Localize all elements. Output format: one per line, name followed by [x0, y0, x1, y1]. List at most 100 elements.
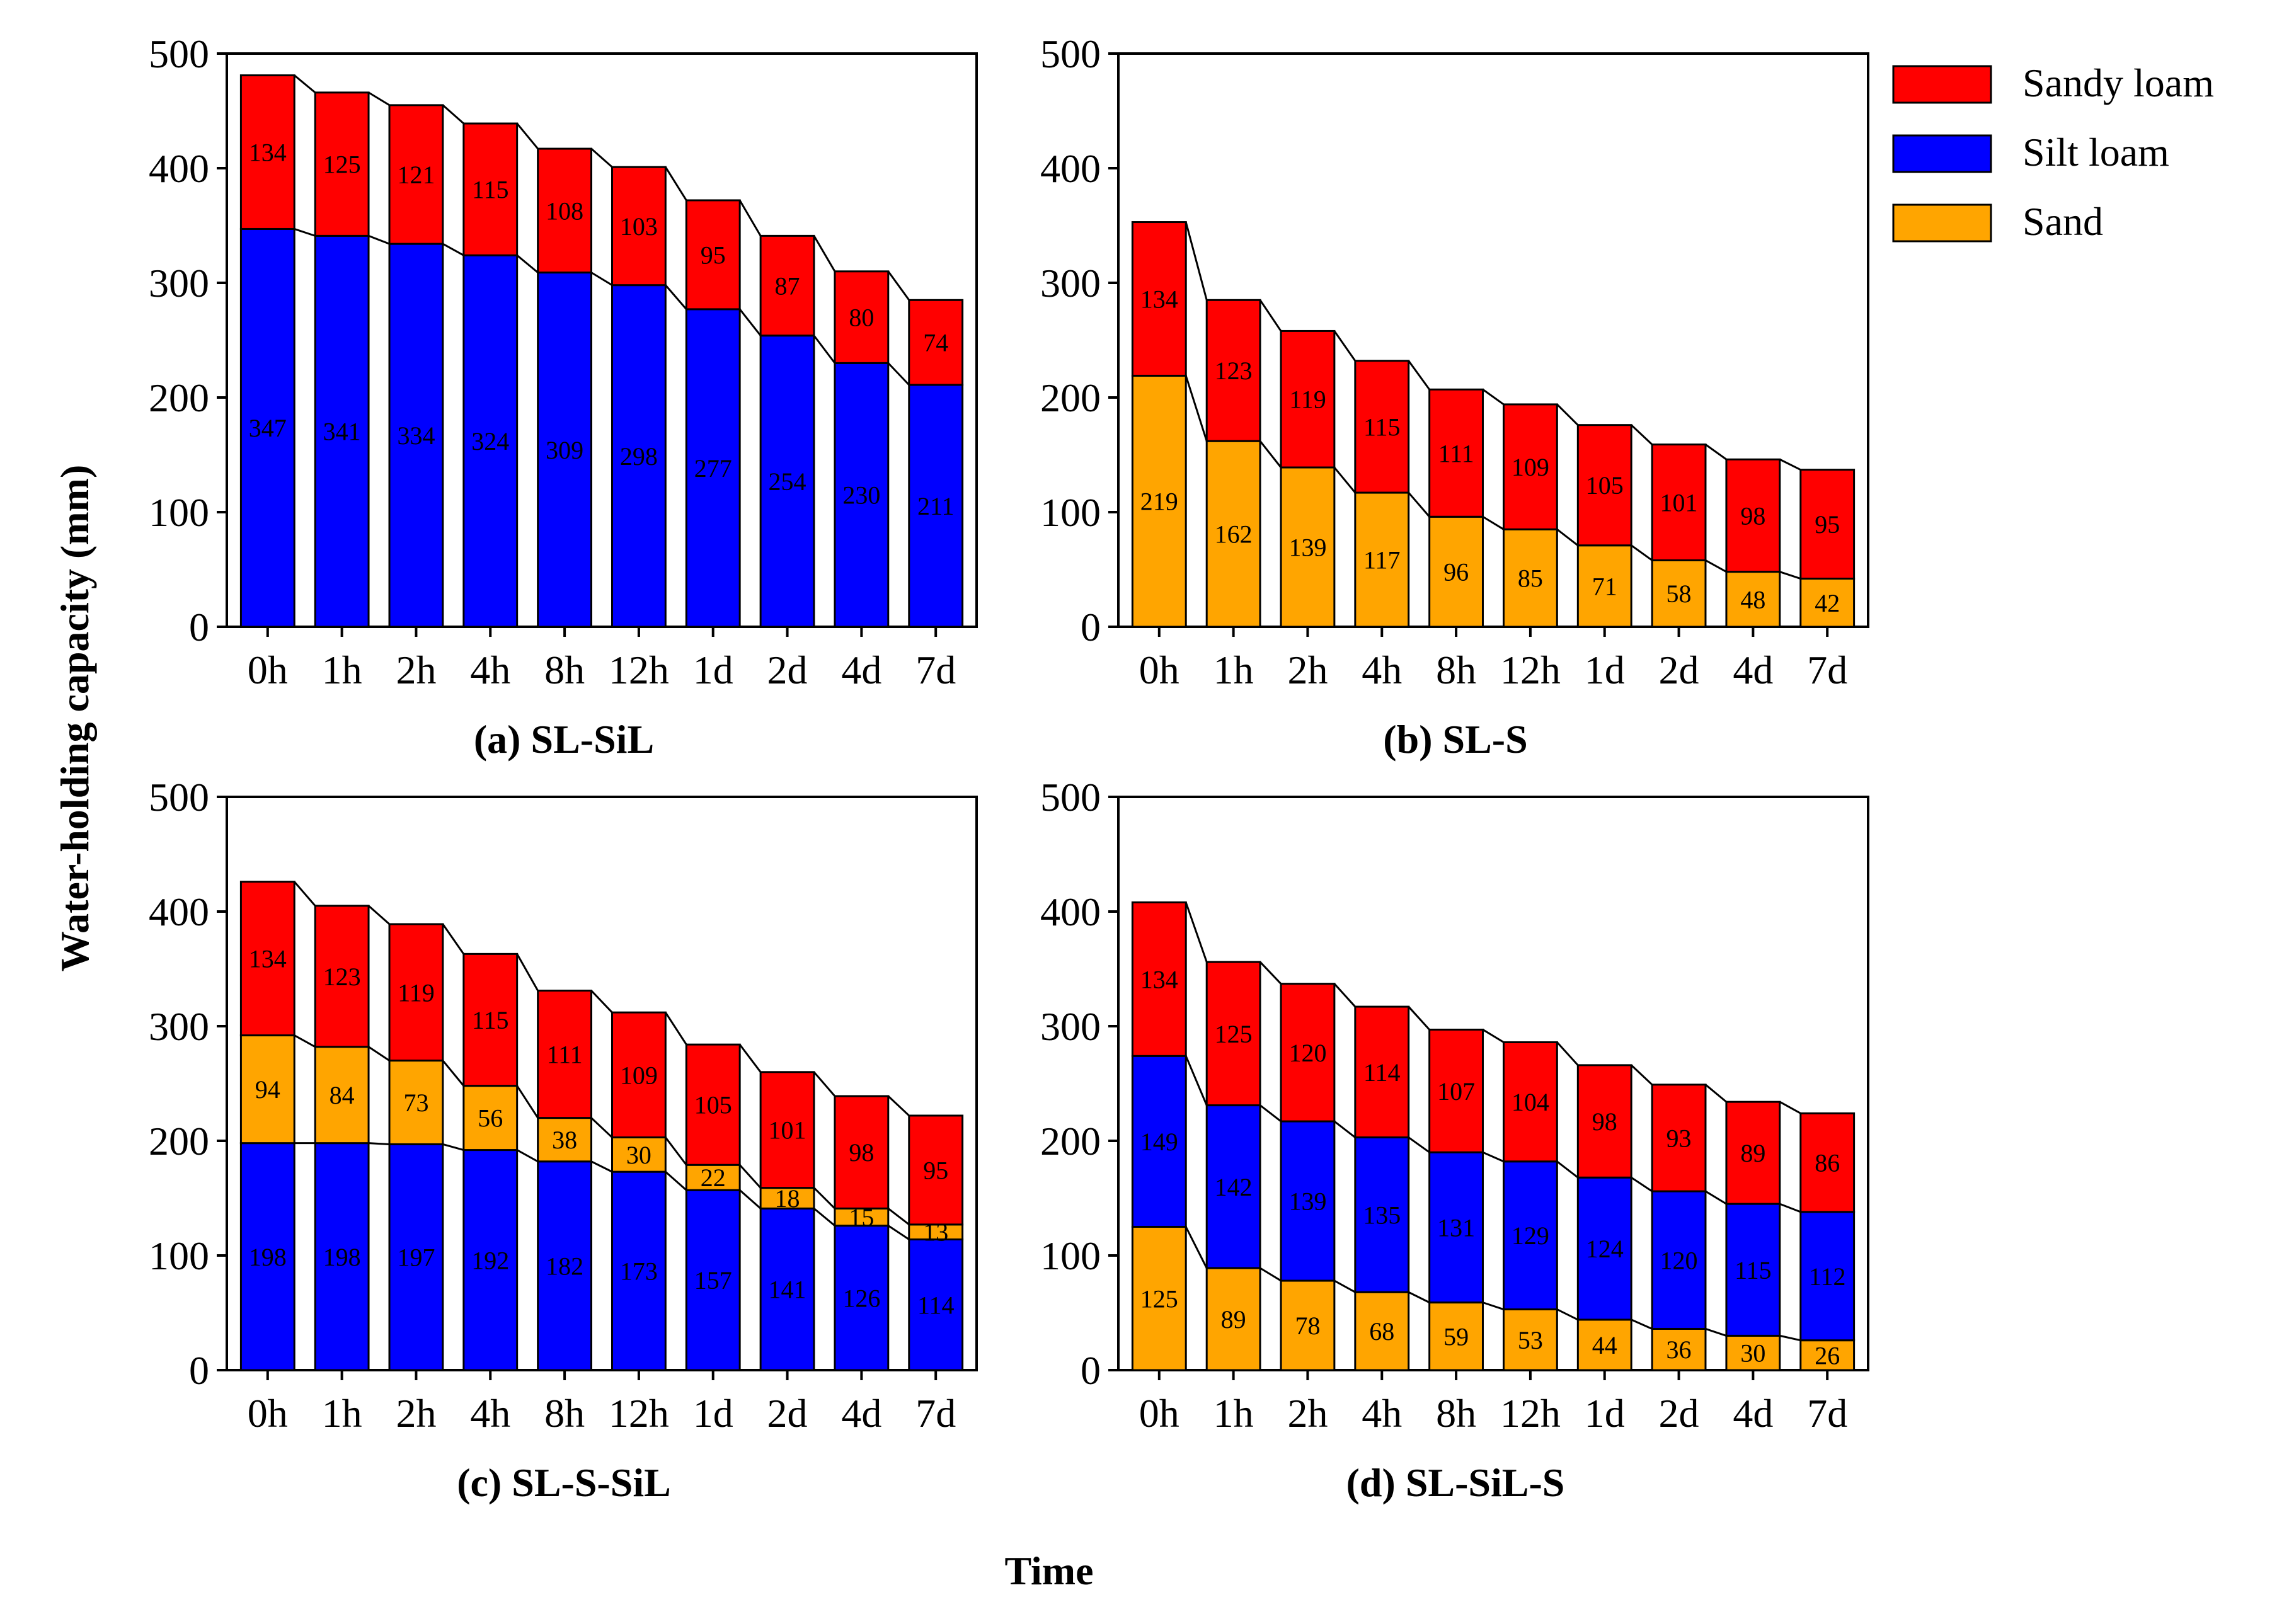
bar-silt-loam — [1205, 1104, 1261, 1269]
bar-value-label: 101 — [1660, 489, 1698, 517]
x-tick-label: 7d — [1807, 1391, 1847, 1436]
bar-sandy-loam — [1502, 1041, 1558, 1163]
y-tick-label: 200 — [1040, 375, 1101, 420]
x-tick-label: 1d — [1585, 648, 1625, 692]
bar-sand — [759, 1187, 815, 1209]
x-tick-label: 12h — [609, 1391, 669, 1436]
connector-sandy-loam — [294, 74, 910, 301]
bar-sandy-loam — [1428, 388, 1484, 518]
bar-value-label: 38 — [552, 1126, 577, 1154]
bar-value-label: 142 — [1215, 1173, 1253, 1201]
bar-value-label: 68 — [1369, 1317, 1394, 1346]
bar-silt-loam — [1576, 1176, 1632, 1321]
bar-silt-loam — [1280, 1120, 1336, 1282]
y-tick-label: 200 — [149, 1119, 209, 1164]
bar-sandy-loam — [1799, 1112, 1856, 1213]
bar-silt-loam — [1428, 1151, 1484, 1304]
bar-silt-loam — [537, 272, 593, 628]
y-tick-label: 0 — [189, 1348, 209, 1393]
bar-sand — [1725, 571, 1781, 628]
bar-value-label: 117 — [1363, 546, 1401, 575]
bar-value-label: 18 — [775, 1184, 800, 1213]
y-tick-label: 0 — [1081, 605, 1101, 649]
x-tick-label: 2h — [396, 1391, 436, 1436]
x-tick-label: 2d — [1659, 648, 1699, 692]
connector-sand — [1185, 375, 1801, 580]
bar-value-label: 123 — [323, 963, 361, 991]
bar-value-label: 192 — [471, 1246, 509, 1274]
bar-silt-loam — [834, 1225, 890, 1371]
bar-value-label: 211 — [917, 492, 955, 520]
bar-value-label: 115 — [1735, 1256, 1772, 1284]
x-axis-title: Time — [1004, 1548, 1093, 1593]
bar-sand — [834, 1207, 890, 1227]
bar-value-label: 298 — [620, 442, 658, 471]
bar-sandy-loam — [1131, 901, 1187, 1057]
legend-swatch — [1892, 65, 1992, 104]
x-tick-label: 7d — [1807, 648, 1847, 692]
bar-value-label: 125 — [1140, 1284, 1178, 1313]
connector-sandy-loam — [1185, 901, 1801, 1114]
bar-value-label: 125 — [323, 151, 361, 179]
bar-value-label: 197 — [397, 1244, 435, 1272]
bar-value-label: 109 — [620, 1061, 658, 1089]
bar-value-label: 309 — [546, 436, 583, 464]
bar-value-label: 134 — [249, 139, 287, 167]
bar-value-label: 86 — [1815, 1149, 1840, 1177]
x-tick-label: 8h — [1436, 1391, 1476, 1436]
x-tick-label: 1d — [693, 1391, 733, 1436]
x-tick-label: 2h — [1287, 1391, 1328, 1436]
y-tick-label: 300 — [149, 1004, 209, 1049]
x-tick-label: 4h — [1362, 1391, 1402, 1436]
y-tick-label: 200 — [149, 375, 209, 420]
bar-value-label: 95 — [701, 241, 726, 269]
bar-value-label: 115 — [472, 1006, 509, 1034]
x-tick-label: 2h — [396, 648, 436, 692]
panel-title: (a) SL-SiL — [474, 717, 654, 762]
bar-value-label: 129 — [1512, 1221, 1549, 1250]
bar-silt-loam — [685, 308, 741, 628]
x-tick-label: 1h — [1213, 648, 1254, 692]
y-tick-label: 0 — [189, 605, 209, 649]
x-tick-label: 4d — [841, 648, 881, 692]
bar-value-label: 74 — [923, 329, 948, 357]
bar-value-label: 126 — [842, 1284, 880, 1312]
bar-sand — [1502, 528, 1558, 628]
bar-value-label: 121 — [397, 161, 435, 189]
bar-sandy-loam — [1205, 299, 1261, 442]
bar-sandy-loam — [1205, 961, 1261, 1107]
connector-silt-loam — [294, 1142, 910, 1240]
x-tick-label: 8h — [544, 1391, 585, 1436]
bar-sandy-loam — [314, 905, 370, 1048]
bar-sandy-loam — [1354, 360, 1410, 494]
bar-value-label: 157 — [694, 1266, 732, 1295]
bar-sandy-loam — [1725, 458, 1781, 573]
panel-b-sl-s: 0 100 200 300 400 500 219 134 0h 162 123 1h 139 119 2h… — [1040, 31, 1869, 762]
y-tick-label: 500 — [1040, 31, 1101, 76]
legend-label: Sand — [2022, 199, 2103, 244]
bar-value-label: 108 — [546, 197, 583, 225]
bar-value-label: 104 — [1512, 1088, 1549, 1116]
y-tick-label: 400 — [1040, 889, 1101, 934]
legend-swatch — [1892, 134, 1992, 173]
y-tick-label: 100 — [1040, 1233, 1101, 1278]
bar-value-label: 134 — [1140, 285, 1178, 313]
bar-value-label: 56 — [478, 1104, 503, 1133]
bar-value-label: 139 — [1288, 1187, 1326, 1216]
bar-sandy-loam — [1576, 424, 1632, 547]
bar-value-label: 123 — [1215, 357, 1253, 385]
bar-value-label: 44 — [1592, 1331, 1617, 1359]
bar-silt-loam — [537, 1160, 593, 1371]
bar-sandy-loam — [239, 74, 295, 230]
x-tick-label: 1h — [1213, 1391, 1254, 1436]
bar-value-label: 78 — [1295, 1312, 1320, 1340]
y-tick-label: 300 — [149, 261, 209, 306]
connector-silt-loam — [294, 228, 910, 386]
x-tick-label: 0h — [248, 1391, 288, 1436]
bar-value-label: 59 — [1443, 1322, 1469, 1351]
x-tick-label: 1h — [322, 1391, 362, 1436]
bar-sandy-loam — [462, 122, 519, 256]
bar-sand — [1799, 1339, 1856, 1371]
connector-sand — [294, 1034, 910, 1226]
